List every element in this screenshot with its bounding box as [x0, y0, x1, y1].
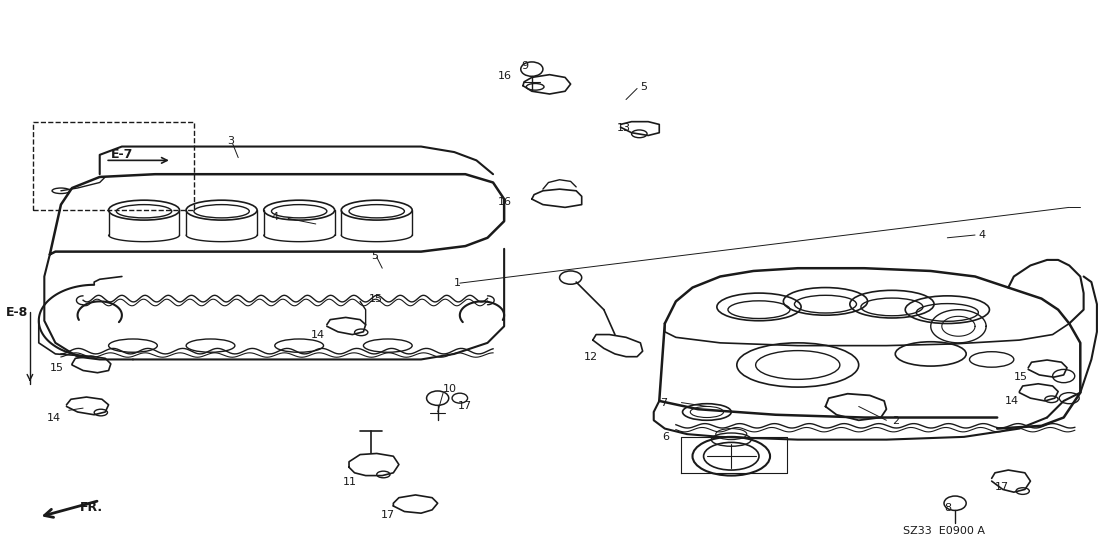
Text: 8: 8	[944, 503, 951, 513]
Text: 11: 11	[343, 477, 357, 487]
Text: 17: 17	[995, 482, 1009, 492]
Text: 14: 14	[47, 413, 61, 422]
Text: E-7: E-7	[111, 148, 133, 161]
Text: 3: 3	[227, 136, 234, 146]
Text: SZ33  E0900 A: SZ33 E0900 A	[903, 526, 985, 536]
Text: 9: 9	[522, 61, 529, 71]
Text: 5: 5	[371, 251, 378, 261]
Text: 17: 17	[458, 401, 472, 411]
Text: 14: 14	[310, 330, 325, 340]
Text: 4: 4	[978, 230, 985, 240]
Text: 16: 16	[497, 71, 512, 81]
Text: 6: 6	[663, 432, 669, 442]
Text: 15: 15	[50, 363, 64, 373]
Text: 4: 4	[271, 212, 278, 222]
Text: 1: 1	[454, 278, 461, 288]
Text: E-8: E-8	[6, 306, 28, 319]
Text: 7: 7	[660, 398, 667, 408]
Text: 10: 10	[443, 384, 458, 394]
Text: 14: 14	[1005, 396, 1019, 406]
Text: 12: 12	[584, 352, 598, 362]
Text: 15: 15	[369, 294, 383, 304]
Text: FR.: FR.	[80, 500, 103, 514]
Text: 15: 15	[1014, 372, 1028, 382]
Text: 2: 2	[892, 416, 899, 426]
Text: 5: 5	[640, 82, 647, 92]
Text: 17: 17	[381, 510, 394, 520]
Text: 13: 13	[617, 123, 630, 133]
Text: 16: 16	[497, 197, 512, 207]
